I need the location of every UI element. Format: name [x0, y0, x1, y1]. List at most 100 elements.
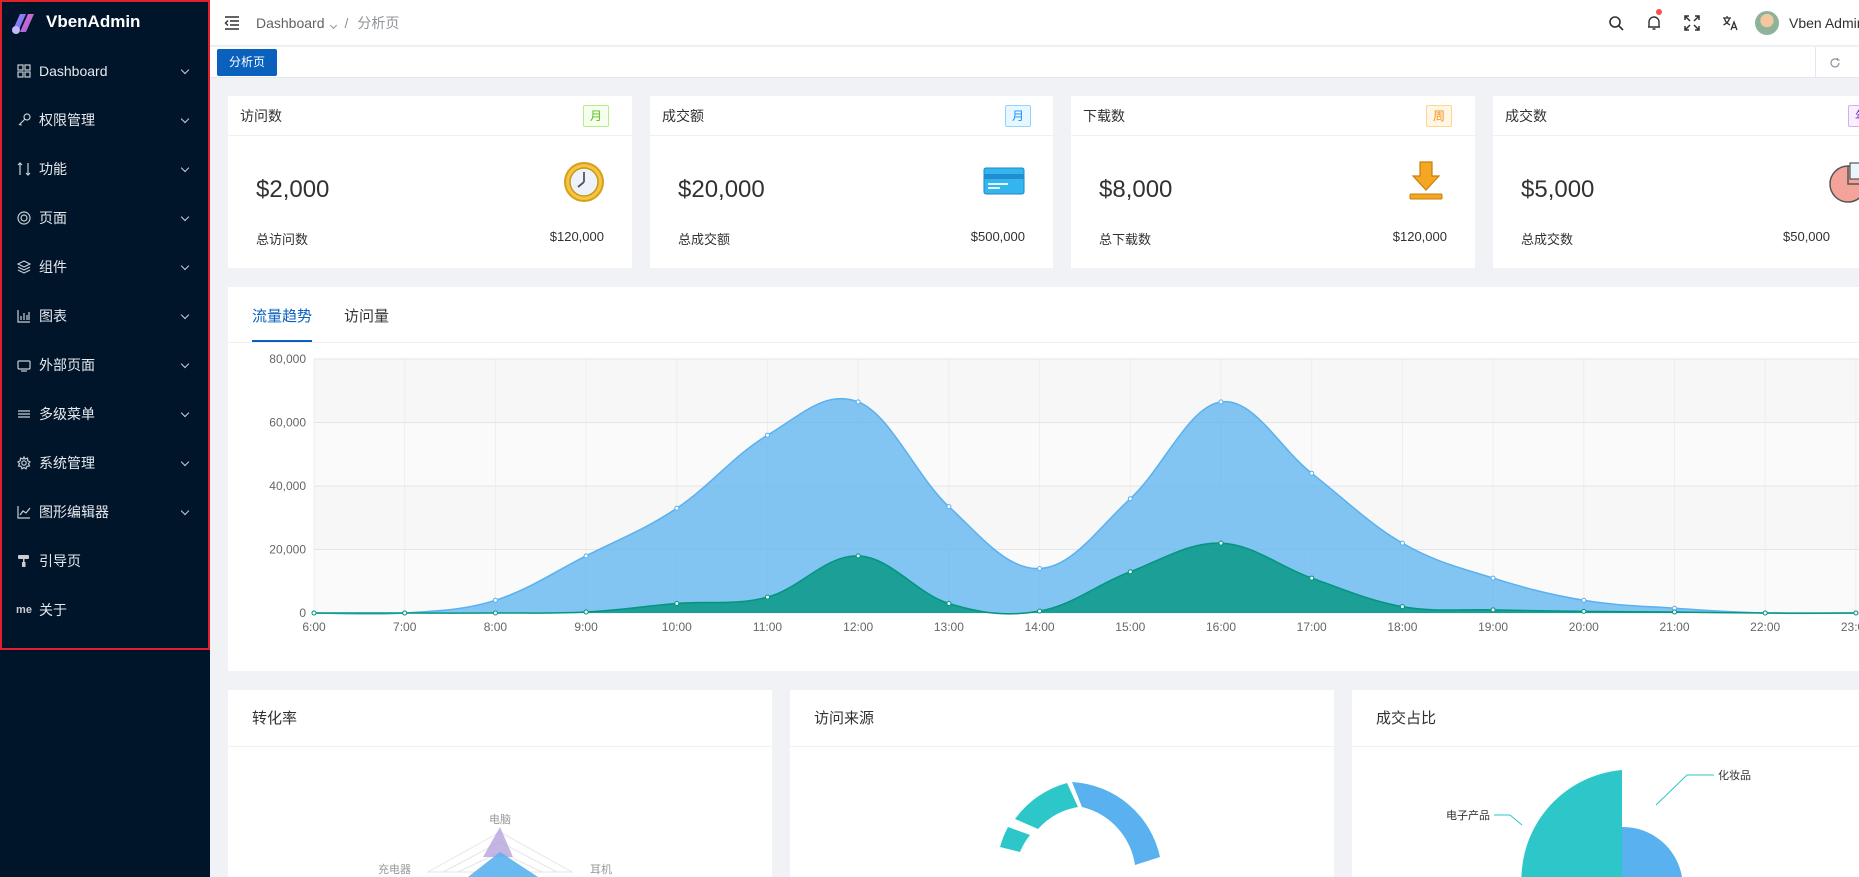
- x-tick-label: 23:00: [1841, 620, 1859, 634]
- breadcrumb-dashboard[interactable]: Dashboard: [256, 14, 337, 31]
- stat-footer-label: 总下载数: [1099, 232, 1152, 247]
- sidebar-item-multilevel[interactable]: 多级菜单: [0, 389, 210, 438]
- traffic-source-card: 访问来源: [790, 690, 1334, 877]
- user-name[interactable]: Vben Admin: [1789, 15, 1859, 31]
- app-logo[interactable]: VbenAdmin: [0, 0, 210, 44]
- stat-card-header: 成交额 月: [650, 96, 1053, 136]
- series-0-point: [492, 597, 498, 603]
- translate-icon[interactable]: [1711, 0, 1749, 46]
- series-1-point: [674, 600, 680, 606]
- bell-icon[interactable]: [1635, 0, 1673, 46]
- sidebar-item-permission[interactable]: 权限管理: [0, 95, 210, 144]
- tab-visits[interactable]: 访问量: [344, 308, 390, 325]
- sidebar-item-label: 图表: [39, 307, 67, 324]
- x-tick-label: 13:00: [934, 620, 964, 634]
- traffic-area-chart: 0 20,000 40,000 60,000 80,000 6:00 7:00 8:00 9:0…: [269, 352, 1859, 634]
- stat-footer-value: $500,000: [970, 229, 1025, 244]
- sidebar-item-label: 组件: [39, 258, 67, 275]
- breadcrumb: Dashboard / 分析页: [256, 13, 399, 33]
- x-tick-label: 7:00: [393, 620, 417, 634]
- series-1-point: [1309, 575, 1315, 581]
- tabs-bar: 分析页: [210, 47, 1859, 78]
- app-name: VbenAdmin: [46, 12, 141, 31]
- x-tick-label: 11:00: [753, 620, 782, 634]
- traffic-tabs: 流量趋势 访问量: [228, 287, 1859, 343]
- avatar[interactable]: [1755, 11, 1779, 35]
- tab-traffic-trend[interactable]: 流量趋势: [252, 305, 313, 342]
- sidebar-item-system[interactable]: 系统管理: [0, 438, 210, 487]
- radar-series-a: [483, 827, 513, 857]
- menu-fold-icon[interactable]: [222, 13, 242, 33]
- conversion-card: 转化率 电脑 充电器 耳机: [228, 690, 772, 877]
- sidebar-item-label: 图形编辑器: [39, 503, 109, 520]
- stat-value: $5,000: [1521, 176, 1595, 203]
- search-icon[interactable]: [1597, 0, 1635, 46]
- series-area-1: [314, 543, 1856, 614]
- card-title: 成交占比: [1352, 690, 1859, 747]
- card-title: 转化率: [228, 690, 772, 747]
- stat-card-orders: 成交数 年 $5,000 总成交数 $50,000: [1493, 96, 1859, 268]
- series-area-0: [314, 398, 1856, 615]
- x-tick-label: 14:00: [1025, 620, 1055, 634]
- donut-slice-b: [1072, 782, 1160, 865]
- top-header: Dashboard / 分析页 Vben Admin: [210, 0, 1859, 46]
- series-1-point: [1218, 540, 1224, 546]
- vben-logo-icon: [8, 8, 38, 36]
- breadcrumb-separator: /: [344, 14, 349, 31]
- x-tick-label: 6:00: [302, 620, 326, 634]
- series-0-point: [946, 504, 952, 510]
- paint-roller-icon: [16, 553, 32, 569]
- refresh-icon[interactable]: [1815, 47, 1853, 78]
- series-0-point: [1490, 575, 1496, 581]
- deal-ratio-card: 成交占比 化妆品 电子产品: [1352, 690, 1859, 877]
- sidebar-item-label: Dashboard: [39, 62, 108, 79]
- breadcrumb-label: Dashboard: [256, 14, 325, 31]
- series-1-point: [1853, 610, 1859, 616]
- series-0-point: [583, 553, 589, 559]
- sidebar-menu: Dashboard 权限管理 功能 页面: [0, 46, 210, 634]
- x-tick-label: 12:00: [843, 620, 873, 634]
- x-tick-label: 21:00: [1659, 620, 1689, 634]
- sidebar-item-feature[interactable]: 功能: [0, 144, 210, 193]
- sidebar-item-label: 外部页面: [39, 356, 95, 373]
- series-1-point: [1762, 610, 1768, 616]
- series-1-point: [402, 610, 408, 616]
- sidebar-item-about[interactable]: me 关于: [0, 585, 210, 634]
- sidebar-item-graph-editor[interactable]: 图形编辑器: [0, 487, 210, 536]
- series-0-point: [765, 432, 770, 438]
- series-1-point: [1672, 609, 1677, 615]
- grid-band: [314, 486, 1859, 550]
- series-1-point: [1581, 608, 1587, 614]
- x-tick-label: 15:00: [1115, 620, 1145, 634]
- download-icon: [1408, 160, 1444, 207]
- credit-card-icon: [983, 166, 1025, 201]
- stat-card-header: 访问数 月: [228, 96, 632, 136]
- stat-value: $20,000: [678, 176, 765, 203]
- sidebar-highlight-frame: [0, 0, 210, 650]
- key-icon: [16, 112, 32, 128]
- sidebar-item-charts[interactable]: 图表: [0, 291, 210, 340]
- stat-footer-value: $120,000: [549, 229, 604, 244]
- y-tick-label: 80,000: [269, 352, 306, 366]
- fullscreen-icon[interactable]: [1673, 0, 1711, 46]
- sidebar-item-pages[interactable]: 页面: [0, 193, 210, 242]
- period-badge: 月: [1005, 105, 1032, 127]
- about-icon: me: [16, 603, 32, 616]
- series-1-point: [1037, 608, 1043, 614]
- stat-card-visits: 访问数 月 $2,000 总访问数 $120,000: [228, 96, 632, 268]
- donut-slice-c: [1000, 827, 1030, 852]
- tab-analysis[interactable]: 分析页: [217, 49, 278, 76]
- sidebar-item-dashboard[interactable]: Dashboard: [0, 46, 210, 95]
- x-tick-label: 17:00: [1297, 620, 1327, 634]
- card-title: 访问来源: [790, 690, 1334, 747]
- series-1-point: [1127, 569, 1133, 575]
- sidebar-item-external[interactable]: 外部页面: [0, 340, 210, 389]
- sidebar-item-label: 功能: [39, 160, 67, 177]
- sidebar-item-components[interactable]: 组件: [0, 242, 210, 291]
- series-0-point: [1309, 470, 1315, 476]
- layers-icon: [16, 259, 32, 275]
- stat-footer-value: $50,000: [1783, 229, 1830, 244]
- grid-band: [314, 422, 1859, 486]
- series-1-point: [492, 610, 498, 616]
- sidebar-item-guide[interactable]: 引导页: [0, 536, 210, 585]
